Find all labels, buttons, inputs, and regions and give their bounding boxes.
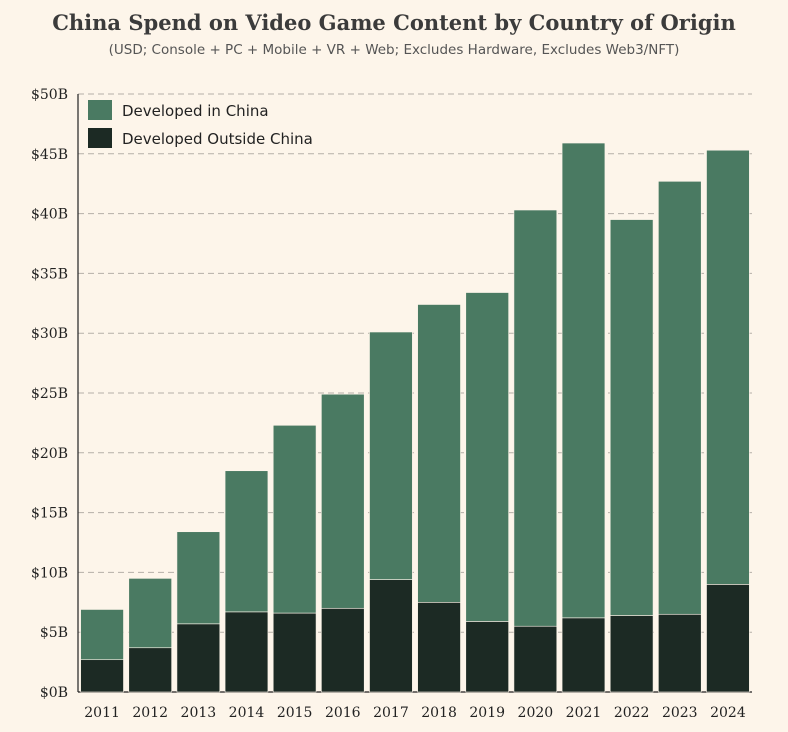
bar-in-china xyxy=(128,578,172,649)
bar-in-china xyxy=(513,209,558,627)
legend-swatch xyxy=(88,100,112,120)
x-tick-label: 2017 xyxy=(373,705,409,721)
x-tick-label: 2019 xyxy=(469,705,505,721)
bar-outside-china xyxy=(706,584,750,693)
x-tick-label: 2013 xyxy=(181,705,217,721)
y-tick-label: $40B xyxy=(31,207,68,223)
bar-outside-china xyxy=(369,579,413,693)
x-tick-label: 2015 xyxy=(277,705,313,721)
bar-outside-china xyxy=(80,659,124,693)
x-tick-label: 2022 xyxy=(614,705,650,721)
y-tick-label: $15B xyxy=(31,506,68,522)
bar-outside-china xyxy=(272,612,317,693)
bar-in-china xyxy=(224,470,269,613)
bar-in-china xyxy=(80,609,124,661)
chart-title: China Spend on Video Game Content by Cou… xyxy=(52,10,736,35)
bar-in-china xyxy=(609,219,654,616)
bar-in-china xyxy=(369,331,413,580)
y-tick-label: $35B xyxy=(31,266,68,282)
bar-in-china xyxy=(561,142,606,619)
x-tick-label: 2014 xyxy=(229,705,265,721)
bar-outside-china xyxy=(609,615,654,693)
bar-outside-china xyxy=(561,617,606,693)
bar-in-china xyxy=(321,393,365,609)
legend-label: Developed Outside China xyxy=(122,130,313,148)
bar-in-china xyxy=(176,531,221,625)
x-tick-label: 2018 xyxy=(421,705,457,721)
bar-in-china xyxy=(658,181,702,615)
bar-outside-china xyxy=(513,625,558,693)
bar-outside-china xyxy=(417,601,461,693)
y-tick-label: $30B xyxy=(31,326,68,342)
y-tick-label: $5B xyxy=(40,625,68,641)
bar-in-china xyxy=(706,149,750,585)
x-tick-label: 2011 xyxy=(84,705,120,721)
y-tick-label: $25B xyxy=(31,386,68,402)
y-tick-label: $10B xyxy=(31,565,68,581)
bar-outside-china xyxy=(321,607,365,693)
legend-label: Developed in China xyxy=(122,102,269,120)
bar-in-china xyxy=(417,304,461,603)
bar-outside-china xyxy=(176,623,221,693)
x-tick-label: 2024 xyxy=(710,705,746,721)
x-tick-label: 2020 xyxy=(518,705,554,721)
y-tick-label: $0B xyxy=(40,685,68,701)
y-tick-label: $20B xyxy=(31,446,68,462)
bar-in-china xyxy=(465,292,509,622)
x-tick-label: 2021 xyxy=(566,705,602,721)
legend-swatch xyxy=(88,128,112,148)
x-tick-label: 2016 xyxy=(325,705,361,721)
y-tick-label: $45B xyxy=(31,147,68,163)
x-tick-label: 2023 xyxy=(662,705,698,721)
bar-outside-china xyxy=(128,647,172,693)
x-tick-label: 2012 xyxy=(132,705,168,721)
bar-outside-china xyxy=(658,613,702,693)
bar-in-china xyxy=(272,424,317,614)
y-tick-label: $50B xyxy=(31,87,68,103)
bar-outside-china xyxy=(224,611,269,693)
bar-outside-china xyxy=(465,621,509,693)
chart-subtitle: (USD; Console + PC + Mobile + VR + Web; … xyxy=(108,42,680,58)
